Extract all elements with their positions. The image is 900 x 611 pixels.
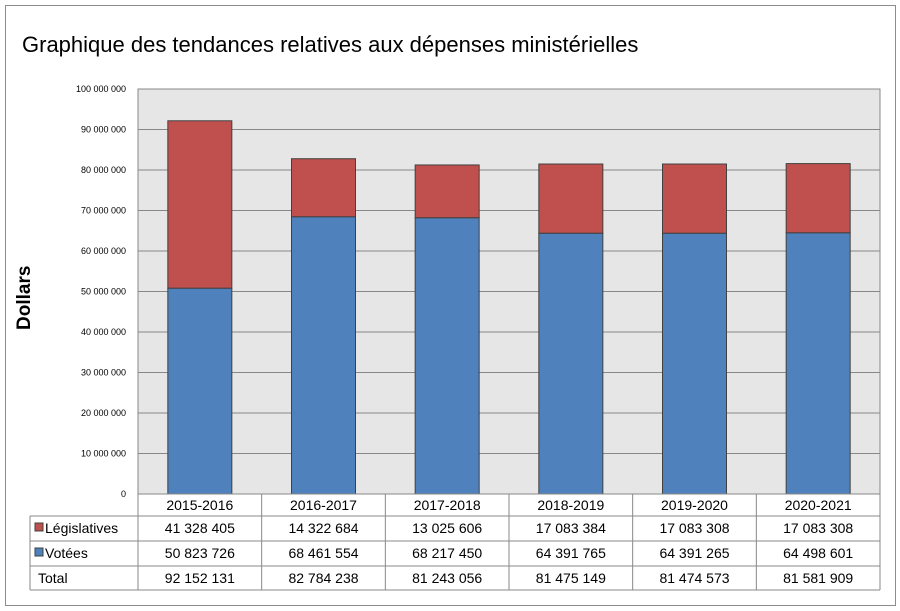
y-tick-label: 10 000 000 [81,449,126,459]
data-label: 13 025 606 [412,520,482,536]
bar-législatives [167,120,233,289]
bar-votées [662,232,727,495]
data-label: 14 322 684 [288,520,358,536]
bar-votées [538,232,604,495]
total-label: Total [38,570,68,586]
bar-votées [785,232,851,495]
bar-législatives [662,163,727,234]
data-label: 64 391 265 [659,545,729,561]
y-tick-label: 100 000 000 [76,84,126,94]
total-value: 82 784 238 [288,570,358,586]
bar-votées [167,287,233,495]
total-value: 92 152 131 [165,570,235,586]
total-value: 81 243 056 [412,570,482,586]
total-value: 81 475 149 [536,570,606,586]
y-tick-label: 90 000 000 [81,125,126,135]
y-tick-label: 60 000 000 [81,246,126,256]
data-label: 68 217 450 [412,545,482,561]
chart-title: Graphique des tendances relatives aux dé… [22,32,639,57]
y-tick-label: 30 000 000 [81,368,126,378]
data-label: 64 391 765 [536,545,606,561]
y-tick-label: 50 000 000 [81,287,126,297]
y-tick-label: 40 000 000 [81,327,126,337]
x-tick-label: 2019-2020 [661,497,728,513]
bar-législatives [291,158,356,218]
bar-législatives [414,164,480,219]
total-value: 81 474 573 [659,570,729,586]
x-tick-label: 2020-2021 [785,497,852,513]
y-tick-label: 0 [121,489,126,499]
bar-votées [291,216,356,495]
x-tick-label: 2015-2016 [166,497,233,513]
bar-votées [414,217,480,495]
total-value: 81 581 909 [783,570,853,586]
bar-législatives [785,163,851,234]
legend-key-législatives [34,522,44,532]
legend-label: Votées [45,545,88,561]
data-label: 17 083 308 [783,520,853,536]
y-tick-label: 80 000 000 [81,165,126,175]
bar-législatives [538,163,604,234]
y-tick-label: 70 000 000 [81,206,126,216]
legend-key-votées [34,547,44,557]
data-label: 17 083 384 [536,520,606,536]
data-label: 17 083 308 [659,520,729,536]
data-label: 68 461 554 [288,545,358,561]
y-tick-label: 20 000 000 [81,408,126,418]
x-tick-label: 2017-2018 [414,497,481,513]
data-label: 41 328 405 [165,520,235,536]
x-tick-label: 2018-2019 [537,497,604,513]
data-label: 64 498 601 [783,545,853,561]
data-label: 50 823 726 [165,545,235,561]
legend-label: Législatives [45,520,118,536]
x-tick-label: 2016-2017 [290,497,357,513]
